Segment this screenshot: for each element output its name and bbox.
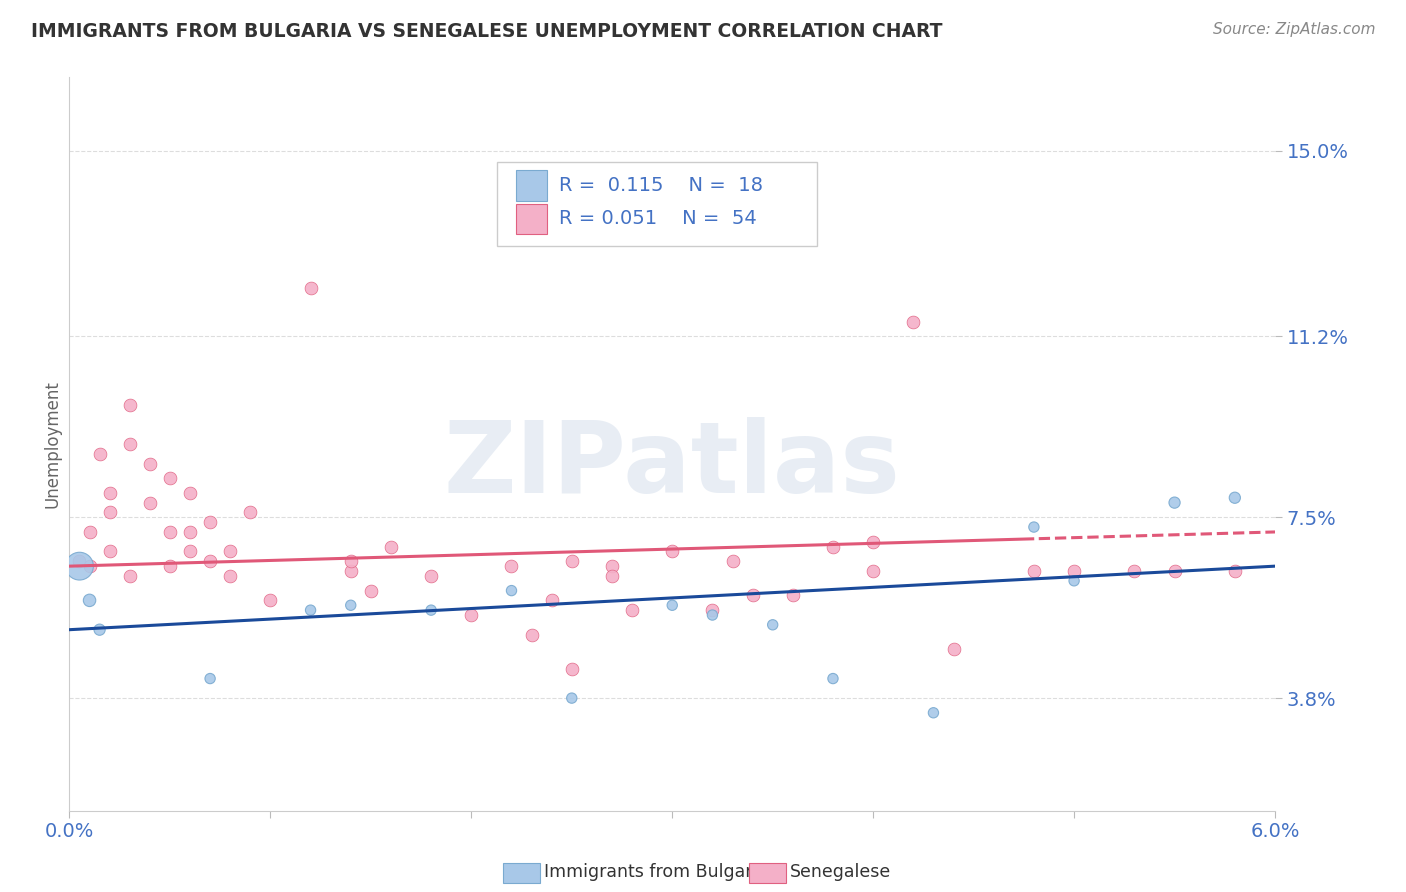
Point: [98, 544, 121, 558]
Point: [198, 554, 221, 568]
Point: [380, 540, 402, 554]
Point: [942, 642, 965, 657]
Point: [661, 544, 683, 558]
Point: [561, 662, 583, 676]
Point: [118, 569, 141, 583]
Point: [198, 672, 221, 686]
Point: [219, 544, 242, 558]
Text: R = 0.051    N =  54: R = 0.051 N = 54: [560, 210, 756, 228]
Point: [179, 544, 201, 558]
Point: [219, 569, 242, 583]
Point: [69, 554, 91, 568]
Point: [339, 564, 361, 578]
Point: [702, 603, 724, 617]
FancyBboxPatch shape: [516, 203, 547, 235]
Point: [139, 457, 162, 471]
Text: ZIPatlas: ZIPatlas: [444, 417, 901, 515]
Point: [179, 524, 201, 539]
Point: [118, 437, 141, 451]
Point: [79, 524, 101, 539]
Point: [762, 617, 785, 632]
Point: [259, 593, 281, 607]
Point: [118, 398, 141, 412]
Point: [360, 583, 382, 598]
Point: [98, 505, 121, 519]
Text: Senegalese: Senegalese: [790, 863, 891, 881]
Point: [501, 559, 523, 574]
Point: [741, 589, 763, 603]
Point: [1123, 564, 1146, 578]
Point: [139, 495, 162, 509]
Point: [79, 559, 101, 574]
Point: [239, 505, 262, 519]
Point: [89, 447, 111, 461]
Point: [299, 280, 322, 294]
FancyBboxPatch shape: [498, 161, 817, 246]
Point: [661, 599, 683, 613]
Point: [420, 603, 443, 617]
Point: [862, 534, 884, 549]
Text: R =  0.115    N =  18: R = 0.115 N = 18: [560, 176, 763, 194]
Point: [821, 672, 844, 686]
Point: [922, 706, 945, 720]
Point: [339, 554, 361, 568]
Point: [821, 540, 844, 554]
Point: [520, 627, 543, 641]
Point: [782, 589, 804, 603]
Point: [600, 569, 623, 583]
Text: IMMIGRANTS FROM BULGARIA VS SENEGALESE UNEMPLOYMENT CORRELATION CHART: IMMIGRANTS FROM BULGARIA VS SENEGALESE U…: [31, 22, 942, 41]
Point: [1223, 564, 1246, 578]
Point: [1163, 495, 1185, 509]
Text: Source: ZipAtlas.com: Source: ZipAtlas.com: [1212, 22, 1375, 37]
Point: [198, 515, 221, 529]
Point: [621, 603, 644, 617]
Point: [420, 569, 443, 583]
Point: [79, 593, 101, 607]
Point: [89, 623, 111, 637]
Point: [1022, 564, 1045, 578]
Point: [159, 524, 181, 539]
Point: [159, 471, 181, 485]
Point: [339, 599, 361, 613]
Point: [600, 559, 623, 574]
Point: [299, 603, 322, 617]
Point: [69, 559, 91, 574]
Point: [1022, 520, 1045, 534]
Point: [98, 486, 121, 500]
Point: [1163, 564, 1185, 578]
Point: [1063, 574, 1085, 588]
Point: [862, 564, 884, 578]
Text: Immigrants from Bulgaria: Immigrants from Bulgaria: [544, 863, 768, 881]
FancyBboxPatch shape: [516, 169, 547, 201]
Point: [159, 559, 181, 574]
Point: [1063, 564, 1085, 578]
Point: [460, 607, 482, 622]
Y-axis label: Unemployment: Unemployment: [44, 380, 60, 508]
Point: [721, 554, 744, 568]
Point: [903, 315, 925, 329]
Point: [561, 554, 583, 568]
Point: [501, 583, 523, 598]
Point: [561, 691, 583, 706]
Point: [179, 486, 201, 500]
Point: [1223, 491, 1246, 505]
Point: [540, 593, 562, 607]
Point: [702, 607, 724, 622]
